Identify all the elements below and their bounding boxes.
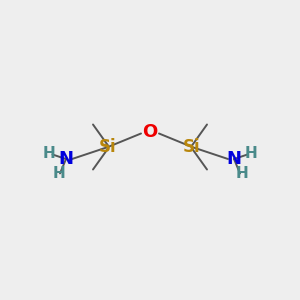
Text: Si: Si [183,138,201,156]
Text: N: N [58,150,74,168]
Text: H: H [235,167,248,182]
Text: O: O [142,123,158,141]
Text: H: H [43,146,56,160]
Text: Si: Si [99,138,117,156]
Text: N: N [226,150,242,168]
Text: H: H [52,167,65,182]
Text: H: H [244,146,257,160]
